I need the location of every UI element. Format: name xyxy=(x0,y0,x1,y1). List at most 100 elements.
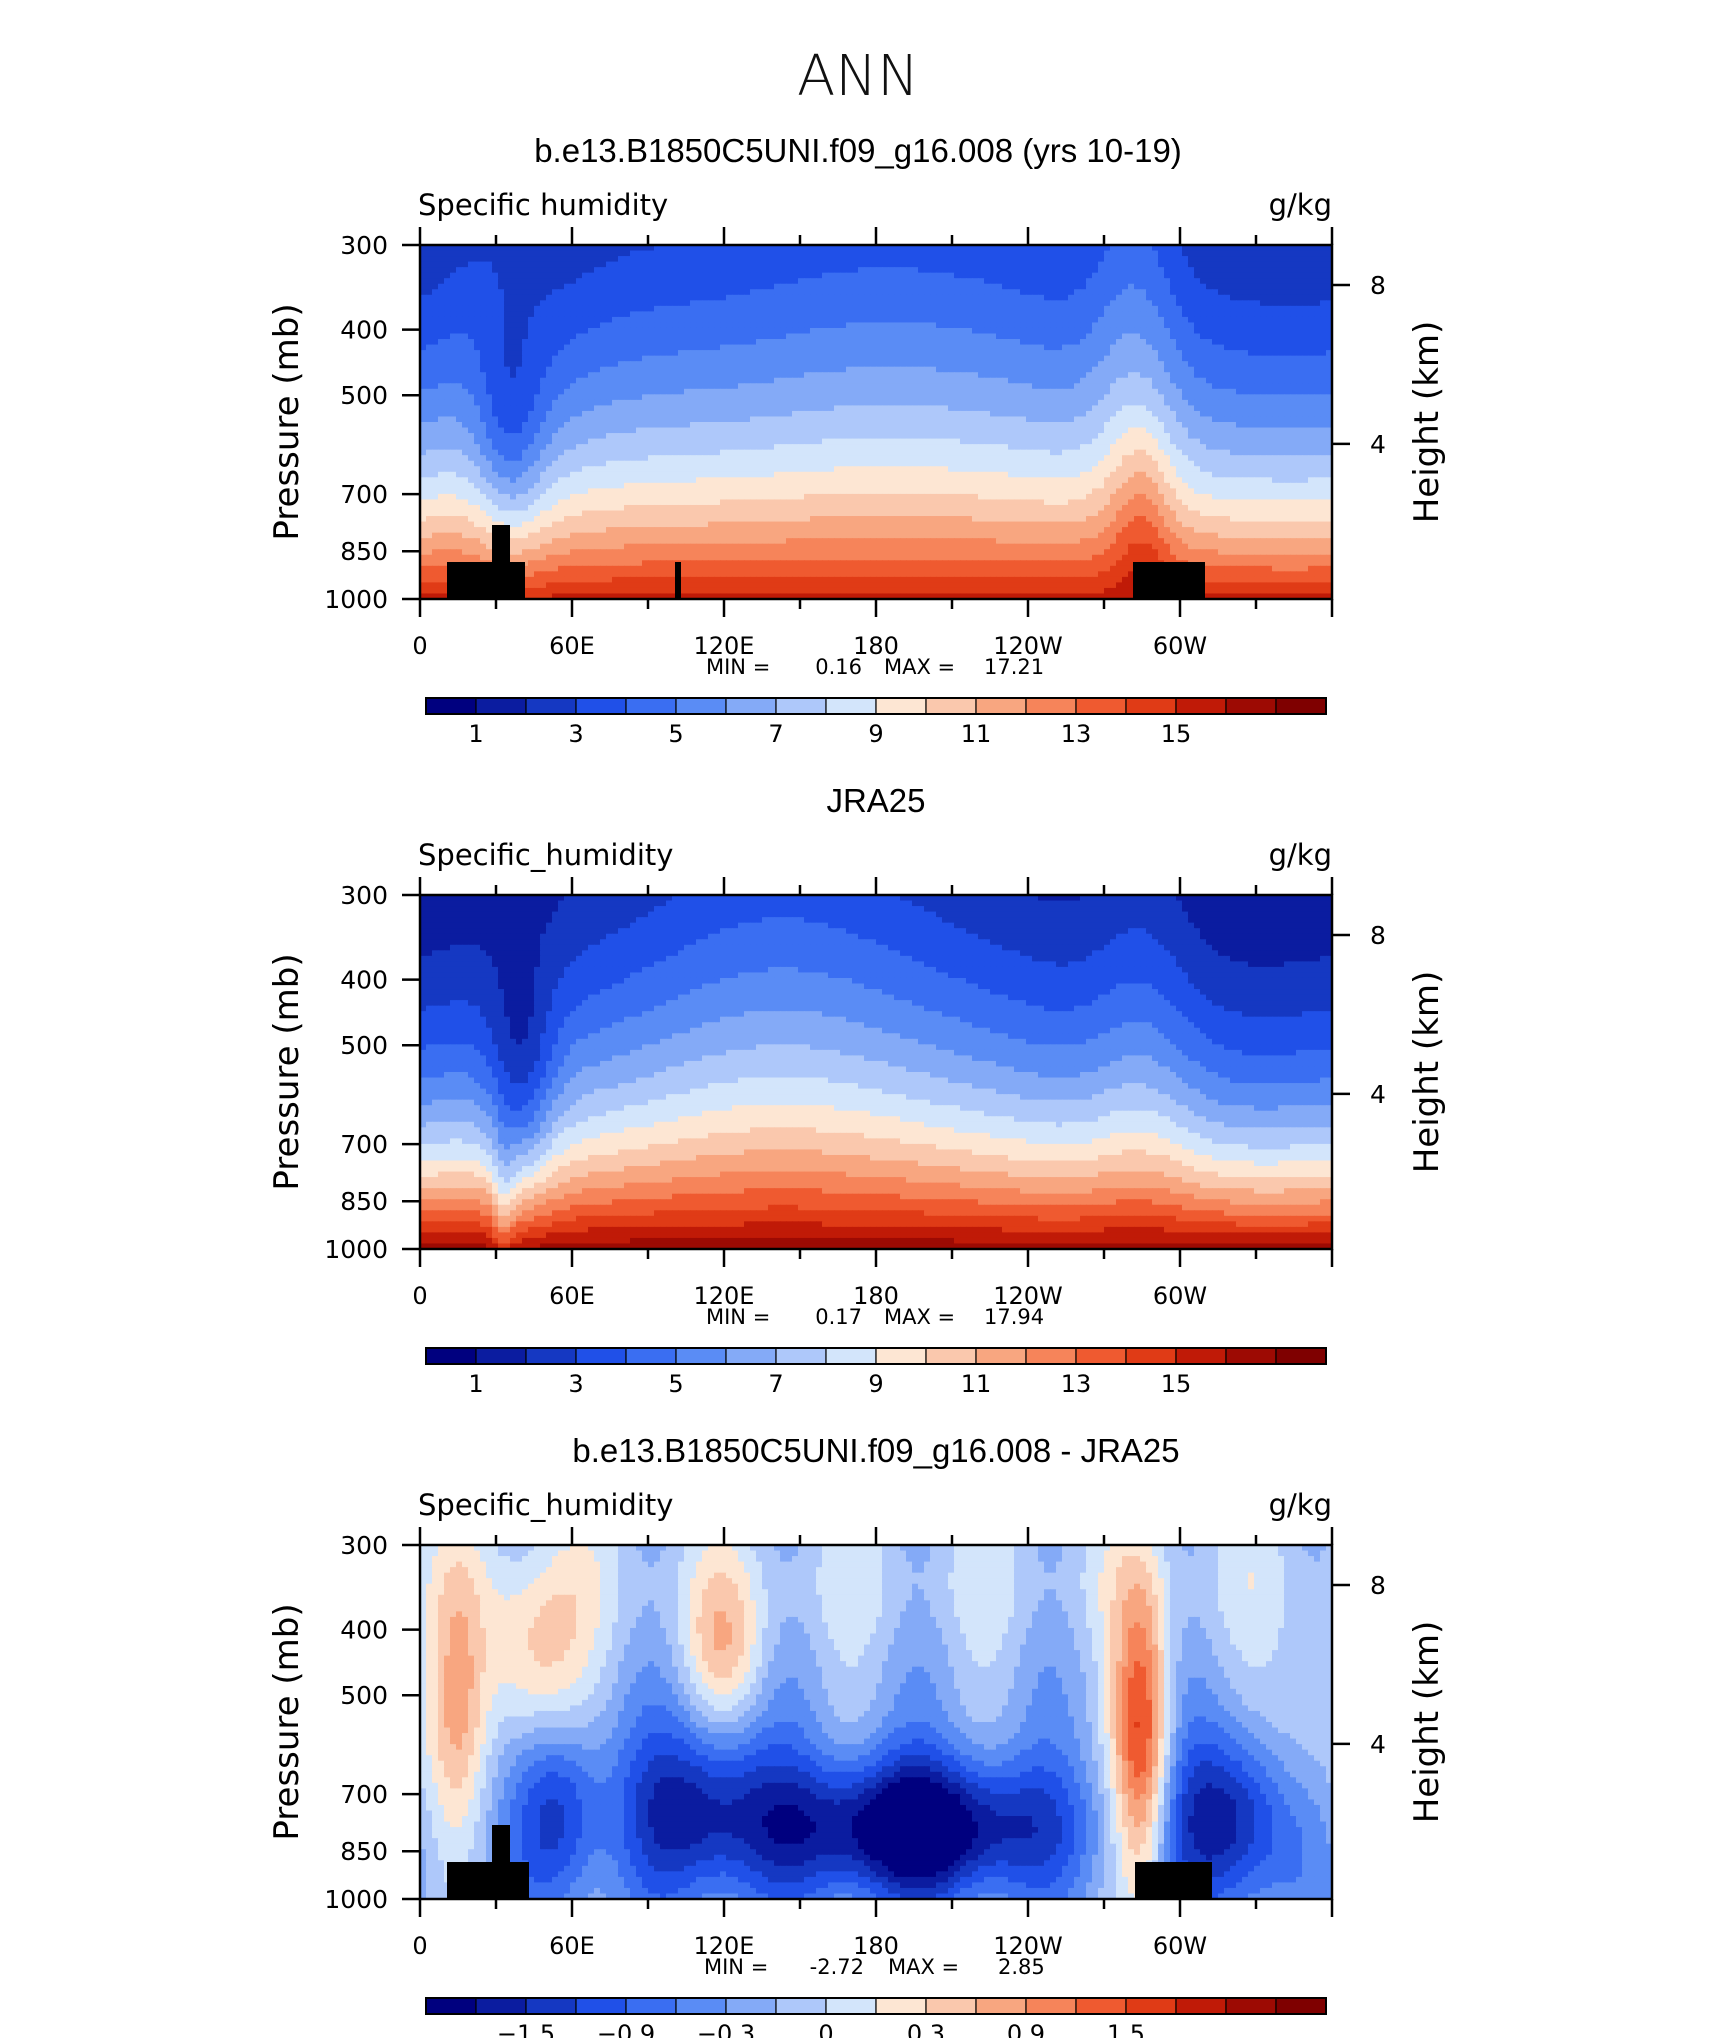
contour-cell xyxy=(588,250,595,257)
contour-cell xyxy=(564,322,571,329)
contour-cell xyxy=(522,410,529,418)
contour-cell xyxy=(1212,305,1219,312)
contour-cell xyxy=(588,300,595,307)
contour-cell xyxy=(468,383,475,390)
contour-cell xyxy=(612,339,619,346)
contour-cell xyxy=(708,383,715,390)
contour-cell xyxy=(600,388,607,395)
contour-cell xyxy=(1218,399,1225,407)
contour-cell xyxy=(1098,300,1105,307)
contour-cell xyxy=(450,410,457,418)
contour-cell xyxy=(750,294,757,301)
contour-cell xyxy=(552,283,559,290)
contour-cell xyxy=(510,416,517,423)
contour-cell xyxy=(486,388,493,395)
contour-cell xyxy=(504,294,511,301)
contour-cell xyxy=(654,394,661,401)
contour-cell xyxy=(1314,316,1321,324)
contour-cell xyxy=(990,267,997,274)
contour-cell xyxy=(876,355,883,362)
contour-cell xyxy=(456,300,463,307)
contour-cell xyxy=(582,394,589,401)
contour-cell xyxy=(528,361,535,368)
contour-cell xyxy=(552,339,559,346)
contour-cell xyxy=(1278,399,1285,407)
contour-cell xyxy=(810,305,817,312)
contour-cell xyxy=(642,333,649,340)
contour-cell xyxy=(564,267,571,274)
contour-cell xyxy=(732,405,739,412)
contour-cell xyxy=(1038,339,1045,346)
contour-cell xyxy=(1290,267,1297,274)
contour-cell xyxy=(1152,405,1159,412)
contour-cell xyxy=(804,316,811,324)
contour-cell xyxy=(1068,405,1075,412)
contour-cell xyxy=(510,250,517,257)
contour-cell xyxy=(552,344,559,351)
contour-cell xyxy=(624,300,631,307)
contour-cell xyxy=(828,422,835,429)
contour-cell xyxy=(1188,372,1195,379)
contour-cell xyxy=(966,267,973,274)
contour-cell xyxy=(468,322,475,329)
contour-cell xyxy=(564,250,571,257)
contour-cell xyxy=(624,305,631,312)
contour-cell xyxy=(588,267,595,274)
contour-cell xyxy=(660,311,667,318)
contour-cell xyxy=(738,405,745,412)
contour-cell xyxy=(1134,333,1141,340)
contour-cell xyxy=(1104,289,1111,296)
contour-cell xyxy=(894,256,901,263)
contour-cell xyxy=(504,394,511,401)
contour-cell xyxy=(1194,361,1201,368)
contour-cell xyxy=(612,383,619,390)
contour-cell xyxy=(1266,333,1273,340)
contour-cell xyxy=(426,372,433,379)
contour-cell xyxy=(1110,245,1117,252)
contour-cell xyxy=(768,267,775,274)
contour-cell xyxy=(960,394,967,401)
contour-cell xyxy=(636,399,643,407)
contour-cell xyxy=(846,399,853,407)
contour-cell xyxy=(528,327,535,335)
contour-cell xyxy=(522,272,529,279)
contour-cell xyxy=(1320,311,1327,318)
contour-cell xyxy=(1122,245,1129,252)
contour-cell xyxy=(720,300,727,307)
contour-cell xyxy=(1278,272,1285,279)
contour-cell xyxy=(1302,283,1309,290)
contour-cell xyxy=(444,350,451,357)
contour-cell xyxy=(1062,339,1069,346)
contour-cell xyxy=(1116,333,1123,340)
contour-cell xyxy=(924,289,931,296)
contour-cell xyxy=(714,333,721,340)
contour-cell xyxy=(948,350,955,357)
contour-cell xyxy=(744,361,751,368)
contour-cell xyxy=(642,316,649,324)
contour-cell xyxy=(1014,300,1021,307)
contour-cell xyxy=(888,339,895,346)
contour-cell xyxy=(942,278,949,285)
contour-cell xyxy=(432,316,439,324)
contour-cell xyxy=(744,372,751,379)
contour-cell xyxy=(714,399,721,407)
contour-cell xyxy=(792,289,799,296)
contour-cell xyxy=(1212,267,1219,274)
contour-cell xyxy=(1086,366,1093,373)
contour-cell xyxy=(654,327,661,335)
contour-cell xyxy=(618,410,625,418)
contour-cell xyxy=(480,256,487,263)
contour-cell xyxy=(1152,283,1159,290)
contour-cell xyxy=(1272,339,1279,346)
contour-cell xyxy=(612,350,619,357)
contour-cell xyxy=(816,405,823,412)
contour-cell xyxy=(1044,283,1051,290)
contour-cell xyxy=(426,322,433,329)
contour-cell xyxy=(1182,305,1189,312)
contour-cell xyxy=(1182,261,1189,268)
contour-cell xyxy=(1110,372,1117,379)
contour-cell xyxy=(1290,278,1297,285)
contour-cell xyxy=(1002,350,1009,357)
contour-cell xyxy=(1206,355,1213,362)
contour-cell xyxy=(432,322,439,329)
